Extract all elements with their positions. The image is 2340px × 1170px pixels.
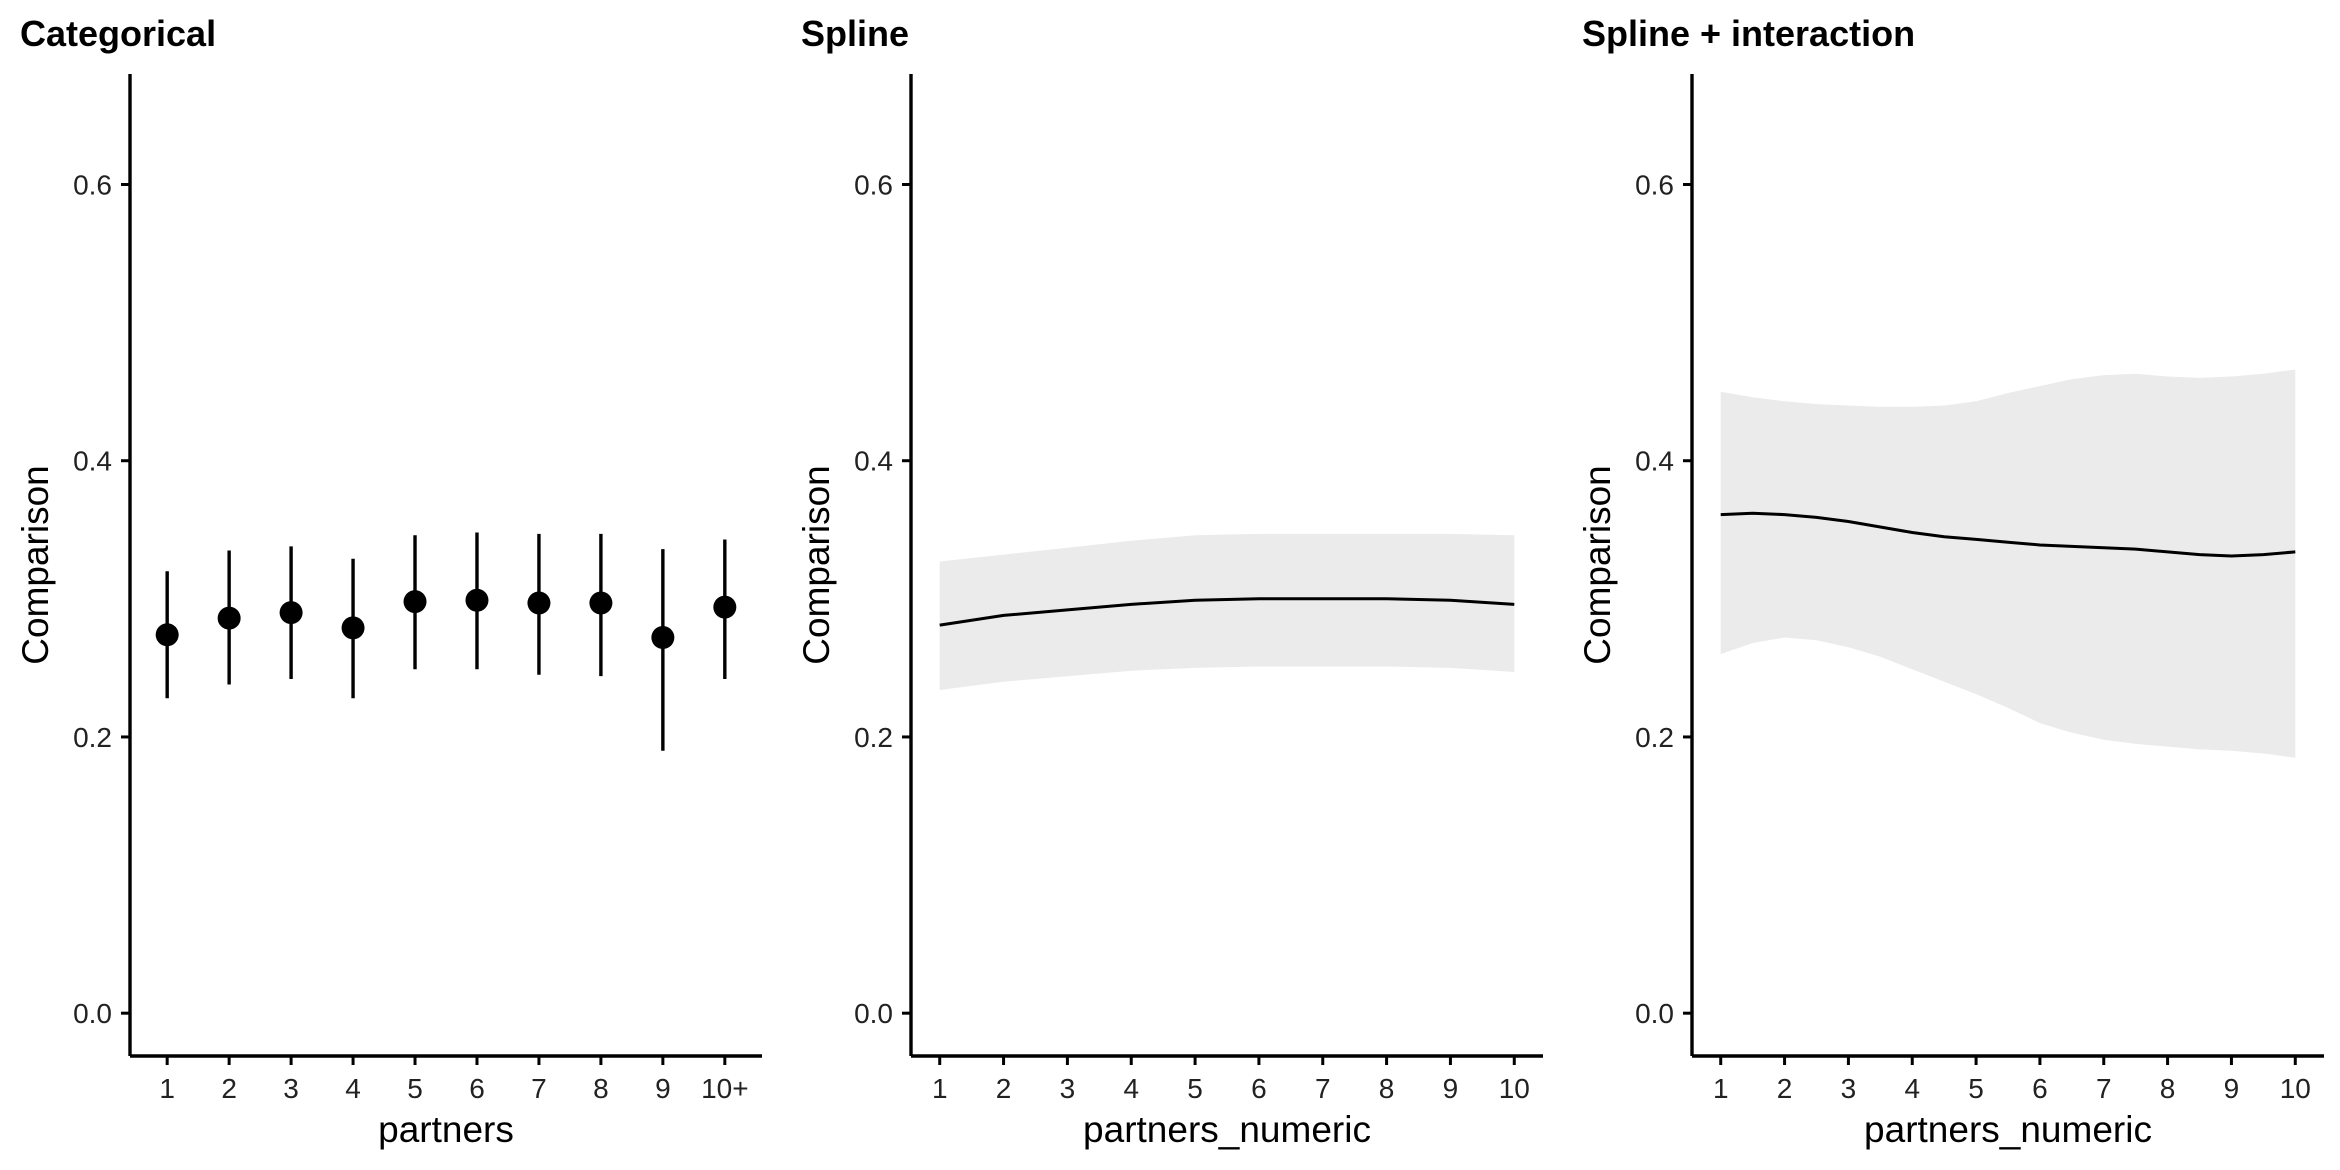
- x-tick-label: 10+: [701, 1073, 749, 1104]
- x-tick-label: 7: [1315, 1073, 1331, 1104]
- data-point: [527, 591, 551, 615]
- x-tick-label: 10: [1499, 1073, 1530, 1104]
- x-tick-label: 2: [1777, 1073, 1793, 1104]
- y-tick-label: 0.4: [73, 446, 112, 477]
- x-tick-label: 6: [1251, 1073, 1267, 1104]
- y-axis-label: Comparison: [1577, 465, 1618, 664]
- y-axis-label: Comparison: [15, 465, 56, 664]
- y-tick-label: 0.4: [854, 446, 893, 477]
- data-point: [403, 590, 427, 614]
- data-point: [341, 616, 365, 640]
- x-tick-label: 5: [1968, 1073, 1984, 1104]
- y-tick-label: 0.6: [1635, 169, 1674, 200]
- x-tick-label: 5: [1187, 1073, 1203, 1104]
- x-tick-label: 1: [932, 1073, 948, 1104]
- y-tick-label: 0.4: [1635, 446, 1674, 477]
- data-point: [651, 626, 675, 650]
- x-tick-label: 3: [1060, 1073, 1076, 1104]
- y-tick-label: 0.2: [73, 722, 112, 753]
- series-line: [1720, 511, 2296, 558]
- y-tick-label: 0.2: [1635, 722, 1674, 753]
- x-axis-label: partners_numeric: [1864, 1109, 2152, 1150]
- confidence-band: [939, 533, 1515, 690]
- panel-1: Categorical 0.0 0.2 0.4 0.6 1 2 3 4 5 6 7 8 9 10+ partn…: [15, 13, 762, 1150]
- x-tick-label: 6: [2032, 1073, 2048, 1104]
- x-tick-label: 8: [593, 1073, 609, 1104]
- x-tick-label: 2: [996, 1073, 1012, 1104]
- y-tick-label: 0.0: [854, 998, 893, 1029]
- x-tick-label: 7: [531, 1073, 547, 1104]
- x-tick-label: 9: [1443, 1073, 1459, 1104]
- panel-title: Spline + interaction: [1582, 13, 1915, 54]
- data-point: [279, 601, 303, 625]
- x-tick-label: 5: [407, 1073, 423, 1104]
- x-tick-label: 8: [1379, 1073, 1395, 1104]
- x-tick-label: 6: [469, 1073, 485, 1104]
- series-line: [939, 597, 1515, 627]
- data-point: [217, 606, 241, 630]
- x-tick-label: 3: [283, 1073, 299, 1104]
- x-tick-label: 2: [221, 1073, 237, 1104]
- x-tick-label: 1: [1713, 1073, 1729, 1104]
- x-axis-label: partners: [378, 1109, 514, 1150]
- x-tick-label: 8: [2160, 1073, 2176, 1104]
- x-tick-label: 9: [655, 1073, 671, 1104]
- x-tick-label: 3: [1841, 1073, 1857, 1104]
- y-tick-label: 0.2: [854, 722, 893, 753]
- panel-title: Spline: [801, 13, 909, 54]
- x-tick-label: 4: [1904, 1073, 1920, 1104]
- y-tick-label: 0.0: [73, 998, 112, 1029]
- data-point: [589, 591, 613, 615]
- x-tick-label: 9: [2224, 1073, 2240, 1104]
- x-tick-label: 7: [2096, 1073, 2112, 1104]
- x-tick-label: 4: [345, 1073, 361, 1104]
- data-point: [155, 623, 179, 647]
- panel-3: Spline + interaction 0.0 0.2 0.4 0.6 1 2 3 4 5 6 7 8…: [1577, 13, 2324, 1150]
- y-tick-label: 0.0: [1635, 998, 1674, 1029]
- data-point: [465, 588, 489, 612]
- x-tick-label: 10: [2280, 1073, 2311, 1104]
- y-tick-label: 0.6: [854, 169, 893, 200]
- x-tick-label: 1: [159, 1073, 175, 1104]
- panel-2: Spline 0.0 0.2 0.4 0.6 1 2 3 4 5 6 7 8 9 10 partners_nu…: [796, 13, 1543, 1150]
- x-tick-label: 4: [1123, 1073, 1139, 1104]
- panel-title: Categorical: [20, 13, 216, 54]
- y-tick-label: 0.6: [73, 169, 112, 200]
- y-axis-label: Comparison: [796, 465, 837, 664]
- x-axis-label: partners_numeric: [1083, 1109, 1371, 1150]
- confidence-band: [1720, 369, 2296, 758]
- data-point: [713, 595, 737, 619]
